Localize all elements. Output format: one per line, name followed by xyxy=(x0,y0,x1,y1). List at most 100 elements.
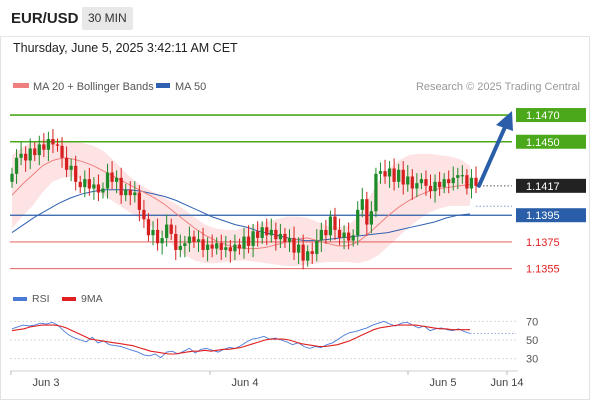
candle-body xyxy=(460,175,464,177)
candle-body xyxy=(451,177,455,184)
candle-body xyxy=(365,199,369,225)
candle-body xyxy=(83,179,87,188)
projection-arrow-head xyxy=(496,111,513,132)
candle-body xyxy=(437,181,442,188)
candle-body xyxy=(292,237,296,253)
candle-body xyxy=(124,189,128,196)
candle-body xyxy=(324,229,328,236)
candle-body xyxy=(419,179,424,184)
candle-body xyxy=(174,233,178,250)
candle-body xyxy=(192,236,196,242)
candle-body xyxy=(397,169,401,182)
candle-body xyxy=(287,237,292,242)
candle-body xyxy=(301,244,305,261)
bb-legend-swatch xyxy=(13,83,29,88)
candle-body xyxy=(133,192,137,196)
candle-body xyxy=(447,179,451,184)
candle-body xyxy=(55,144,60,146)
candle-body xyxy=(42,144,46,150)
level-tag-1.1450 xyxy=(516,134,586,149)
level-label-1.1450: 1.1450 xyxy=(526,137,560,149)
candle-body xyxy=(155,229,160,244)
candle-body xyxy=(114,177,119,182)
candle-body xyxy=(346,232,351,241)
rsi-tick-label: 30 xyxy=(526,354,538,366)
rsi-line xyxy=(11,320,471,359)
ma50-legend-swatch xyxy=(156,83,170,88)
candle-body xyxy=(187,236,192,244)
candle-body xyxy=(333,216,337,230)
level-label-1.1355: 1.1355 xyxy=(526,264,560,276)
candle-body xyxy=(442,179,446,188)
candle-body xyxy=(237,244,242,249)
candle-body xyxy=(14,157,19,174)
candle-body xyxy=(328,216,333,236)
candle-body xyxy=(137,192,142,210)
candle-body xyxy=(46,139,51,150)
candle-body xyxy=(196,239,201,242)
candle-body xyxy=(383,171,387,177)
candle-body xyxy=(428,185,433,192)
price-plot: 1.1470 1.1450 1.1417 1.1395 1.1375 1.1355 xyxy=(10,108,586,276)
candle-body xyxy=(315,240,319,254)
candle-body xyxy=(233,244,237,252)
candle-body xyxy=(146,219,151,236)
candle-body xyxy=(10,173,14,182)
candle-body xyxy=(51,139,55,145)
candle-body xyxy=(19,153,23,158)
candle-body xyxy=(401,169,405,185)
candle-body xyxy=(205,244,210,250)
x-tick-label: Jun 5 xyxy=(430,377,457,389)
level-label-1.1395: 1.1395 xyxy=(526,210,560,222)
projection-arrow-shaft xyxy=(477,125,507,188)
candle-body xyxy=(415,183,419,189)
candle-body xyxy=(283,233,287,242)
source-credit: Research © 2025 Trading Central xyxy=(416,81,580,93)
candle-body xyxy=(356,209,360,236)
candle-body xyxy=(101,188,105,193)
candle-body xyxy=(392,168,396,182)
candle-body xyxy=(406,176,410,185)
candle-body xyxy=(165,224,169,238)
x-tick-label: Jun 4 xyxy=(232,377,259,389)
candle-body xyxy=(310,251,314,254)
candle-body xyxy=(274,229,278,240)
timeframe-button[interactable]: 30 MIN xyxy=(82,7,133,30)
candle-body xyxy=(360,199,364,210)
candle-body xyxy=(78,181,82,188)
candle-body xyxy=(433,181,437,192)
x-axis: Jun 3 Jun 4 Jun 5 Jun 14 xyxy=(10,371,524,389)
candle-body xyxy=(215,243,219,249)
candle-body xyxy=(178,245,182,250)
candle-body xyxy=(24,153,28,161)
level-label-1.1375: 1.1375 xyxy=(526,237,560,249)
candle-body xyxy=(96,184,101,193)
candle-body xyxy=(210,244,214,249)
candle-body xyxy=(319,229,323,241)
x-tick-label: Jun 14 xyxy=(490,377,523,389)
x-tick-label: Jun 3 xyxy=(33,377,60,389)
header-bar: EUR/USD 30 MIN xyxy=(0,0,590,37)
candle-body xyxy=(28,148,32,161)
symbol-title: EUR/USD xyxy=(11,10,79,27)
candle-body xyxy=(251,231,255,246)
candle-body xyxy=(469,177,474,189)
timestamp: Thursday, June 5, 2025 3:42:11 AM CET xyxy=(13,41,238,55)
candle-body xyxy=(265,227,269,236)
candle-body xyxy=(410,176,414,189)
ma50-line xyxy=(11,189,471,242)
candle-body xyxy=(142,209,146,220)
candle-body xyxy=(33,148,37,156)
candle-body xyxy=(351,235,355,241)
candle-body xyxy=(456,175,460,178)
rsi-ma-legend-label: 9MA xyxy=(81,293,103,305)
rsi-ma-line xyxy=(11,324,470,355)
ma50-legend-label: MA 50 xyxy=(175,81,206,93)
candle-body xyxy=(183,243,187,246)
candle-body xyxy=(242,236,246,249)
candle-body xyxy=(110,172,114,182)
candle-body xyxy=(219,243,223,250)
candle-body xyxy=(278,233,283,240)
rsi-ma-legend-swatch xyxy=(62,297,76,301)
